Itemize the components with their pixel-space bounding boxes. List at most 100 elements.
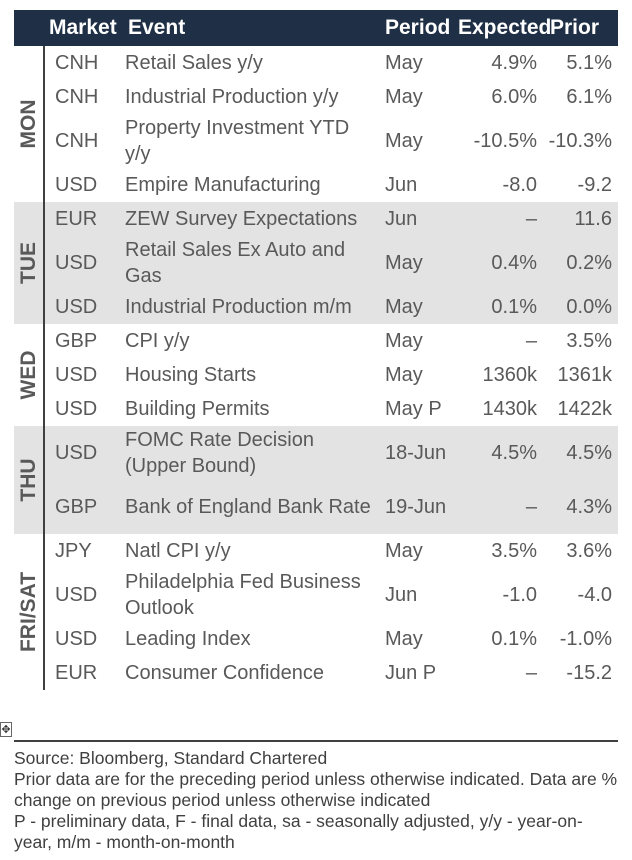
day-label: TUE [16, 242, 40, 284]
market-cell: CNH [44, 80, 124, 114]
prior-cell: -15.2 [540, 656, 618, 690]
day-group-thu: THU USD FOMC Rate Decision (Upper Bound)… [14, 426, 618, 534]
day-label-cell: MON [14, 46, 45, 202]
event-cell: FOMC Rate Decision (Upper Bound) [124, 426, 380, 480]
header-row: Market Event Period Expected Prior [14, 10, 618, 46]
period-cell: Jun [380, 568, 454, 622]
expected-cell: – [454, 202, 540, 236]
expected-cell: 4.9% [454, 46, 540, 80]
market-cell: CNH [44, 46, 124, 80]
period-cell: 18-Jun [380, 426, 454, 480]
expected-cell: -1.0 [454, 568, 540, 622]
prior-cell: 1422k [540, 392, 618, 426]
prior-data-note: Prior data are for the preceding period … [14, 769, 618, 810]
market-cell: USD [44, 168, 124, 202]
table-row: USD Leading Index May 0.1% -1.0% [14, 622, 618, 656]
expected-cell: – [454, 324, 540, 358]
market-cell: GBP [44, 324, 124, 358]
prior-cell: 4.5% [540, 426, 618, 480]
period-cell: May [380, 290, 454, 324]
period-cell: May [380, 622, 454, 656]
table-row: CNH Industrial Production y/y May 6.0% 6… [14, 80, 618, 114]
period-cell: May [380, 236, 454, 290]
market-cell: USD [44, 236, 124, 290]
day-label: FRI/SAT [16, 571, 40, 653]
table-row: TUE EUR ZEW Survey Expectations Jun – 11… [14, 202, 618, 324]
event-cell: Leading Index [124, 622, 380, 656]
day-label-cell: THU [14, 426, 45, 534]
market-cell: EUR [44, 202, 124, 236]
move-handle-icon[interactable]: ✥ [0, 722, 12, 737]
prior-cell: -9.2 [540, 168, 618, 202]
market-cell: CNH [44, 114, 124, 168]
table-row: WED GBP CPI y/y May – 3.5% [14, 324, 618, 426]
market-cell: JPY [44, 534, 124, 568]
period-cell: Jun [380, 168, 454, 202]
table-row: FRI/SAT JPY Natl CPI y/y May 3.5% 3.6% [14, 534, 618, 690]
event-cell: Housing Starts [124, 358, 380, 392]
prior-cell: 4.3% [540, 480, 618, 534]
day-group-wed: WED GBP CPI y/y May – 3.5% USD Housing S… [14, 324, 618, 426]
header-day-spacer [14, 10, 44, 46]
event-cell: Property Investment YTD y/y [124, 114, 380, 168]
expected-cell: – [454, 480, 540, 534]
period-cell: Jun P [380, 656, 454, 690]
period-cell: May [380, 534, 454, 568]
day-label: THU [16, 458, 40, 502]
period-cell: May [380, 358, 454, 392]
expected-cell: 0.1% [454, 622, 540, 656]
expected-cell: -10.5% [454, 114, 540, 168]
day-label-cell: WED [14, 324, 45, 426]
table-row: USD Industrial Production m/m May 0.1% 0… [14, 290, 618, 324]
event-cell: Retail Sales y/y [124, 46, 380, 80]
footnotes: Source: Bloomberg, Standard Chartered Pr… [14, 748, 620, 853]
period-cell: Jun [380, 202, 454, 236]
day-label: WED [16, 350, 40, 400]
event-cell: CPI y/y [124, 324, 380, 358]
period-cell: May [380, 324, 454, 358]
table-bottom-border [14, 740, 618, 742]
expected-cell: -8.0 [454, 168, 540, 202]
prior-cell: -4.0 [540, 568, 618, 622]
market-cell: USD [44, 290, 124, 324]
day-label: MON [16, 99, 40, 149]
market-cell: USD [44, 392, 124, 426]
event-cell: Natl CPI y/y [124, 534, 380, 568]
period-cell: May [380, 114, 454, 168]
header-expected: Expected [454, 10, 551, 46]
table-row: USD Retail Sales Ex Auto and Gas May 0.4… [14, 236, 618, 290]
expected-cell: 6.0% [454, 80, 540, 114]
event-cell: Retail Sales Ex Auto and Gas [124, 236, 380, 290]
table-row: USD Empire Manufacturing Jun -8.0 -9.2 [14, 168, 618, 202]
event-cell: Empire Manufacturing [124, 168, 380, 202]
prior-cell: 3.5% [540, 324, 618, 358]
expected-cell: 3.5% [454, 534, 540, 568]
header-event: Event [124, 10, 380, 46]
market-cell: USD [44, 622, 124, 656]
abbreviations-note: P - preliminary data, F - final data, sa… [14, 811, 583, 852]
header-prior: Prior [540, 10, 618, 46]
event-cell: Philadelphia Fed Business Outlook [124, 568, 380, 622]
prior-cell: -1.0% [540, 622, 618, 656]
market-cell: USD [44, 568, 124, 622]
period-cell: May [380, 46, 454, 80]
day-label-cell: FRI/SAT [14, 534, 45, 690]
prior-cell: 11.6 [540, 202, 618, 236]
expected-cell: 1430k [454, 392, 540, 426]
day-group-mon: MON CNH Retail Sales y/y May 4.9% 5.1% C… [14, 46, 618, 202]
table-row: MON CNH Retail Sales y/y May 4.9% 5.1% [14, 46, 618, 202]
expected-cell: 0.4% [454, 236, 540, 290]
prior-cell: -10.3% [540, 114, 618, 168]
prior-cell: 1361k [540, 358, 618, 392]
day-label-cell: TUE [14, 202, 45, 324]
source-note: Source: Bloomberg, Standard Chartered [14, 748, 328, 768]
market-cell: USD [44, 426, 124, 480]
table-row: CNH Property Investment YTD y/y May -10.… [14, 114, 618, 168]
prior-cell: 0.2% [540, 236, 618, 290]
header-period: Period [380, 10, 454, 46]
prior-cell: 0.0% [540, 290, 618, 324]
event-cell: Consumer Confidence [124, 656, 380, 690]
event-cell: Industrial Production y/y [124, 80, 380, 114]
market-cell: EUR [44, 656, 124, 690]
expected-cell: – [454, 656, 540, 690]
